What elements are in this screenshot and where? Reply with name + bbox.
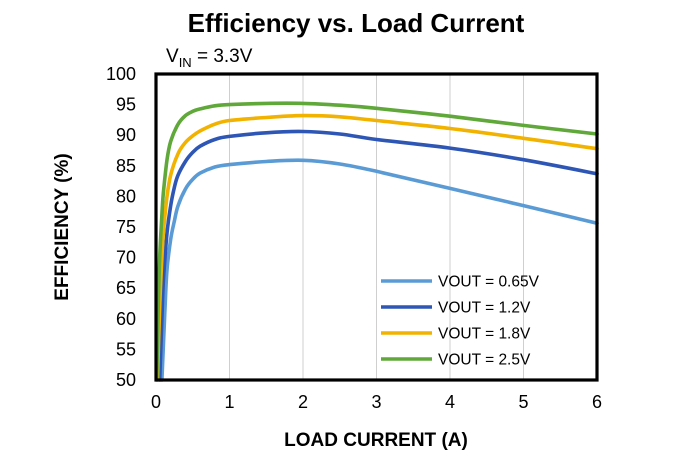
y-tick-label-70: 70	[116, 248, 136, 268]
plot-area-frame	[154, 72, 599, 382]
series-line-3	[154, 101, 599, 382]
x-tick-label-5: 5	[518, 392, 528, 412]
chart-title: Efficiency vs. Load Current	[188, 8, 525, 38]
tick-labels: 0 1 2 3 4 5 6 50 55 60 65 70 75 80 85 90 95 100	[106, 64, 602, 412]
y-tick-label-100: 100	[106, 64, 136, 84]
y-tick-label-60: 60	[116, 309, 136, 329]
x-tick-label-3: 3	[371, 392, 381, 412]
chart-subtitle: VIN = 3.3V	[166, 46, 253, 70]
legend-label-2: VOUT = 1.8V	[438, 326, 531, 343]
x-tick-label-1: 1	[224, 392, 234, 412]
legend-label-0: VOUT = 0.65V	[438, 274, 540, 291]
legend: VOUT = 0.65V VOUT = 1.2V VOUT = 1.8V VOUT =…	[381, 274, 540, 369]
subtitle-subscript: IN	[179, 55, 192, 70]
y-tick-label-85: 85	[116, 156, 136, 176]
legend-label-3: VOUT = 2.5V	[438, 352, 531, 369]
data-series	[154, 101, 599, 382]
y-tick-label-90: 90	[116, 125, 136, 145]
x-tick-label-4: 4	[445, 392, 455, 412]
y-tick-label-95: 95	[116, 95, 136, 115]
subtitle-suffix: = 3.3V	[192, 46, 253, 67]
x-tick-label-2: 2	[298, 392, 308, 412]
y-tick-label-75: 75	[116, 217, 136, 237]
subtitle-prefix: V	[166, 46, 179, 67]
x-tick-label-0: 0	[151, 392, 161, 412]
series-line-0	[160, 158, 599, 382]
x-axis-label: LOAD CURRENT (A)	[284, 430, 468, 451]
legend-label-1: VOUT = 1.2V	[438, 300, 531, 317]
series-line-2	[155, 113, 599, 382]
y-tick-label-65: 65	[116, 278, 136, 298]
y-tick-label-50: 50	[116, 370, 136, 390]
x-tick-label-6: 6	[592, 392, 602, 412]
y-tick-label-80: 80	[116, 186, 136, 206]
y-tick-label-55: 55	[116, 339, 136, 359]
series-line-1	[157, 129, 599, 382]
y-axis-label: EFFICIENCY (%)	[52, 153, 73, 300]
